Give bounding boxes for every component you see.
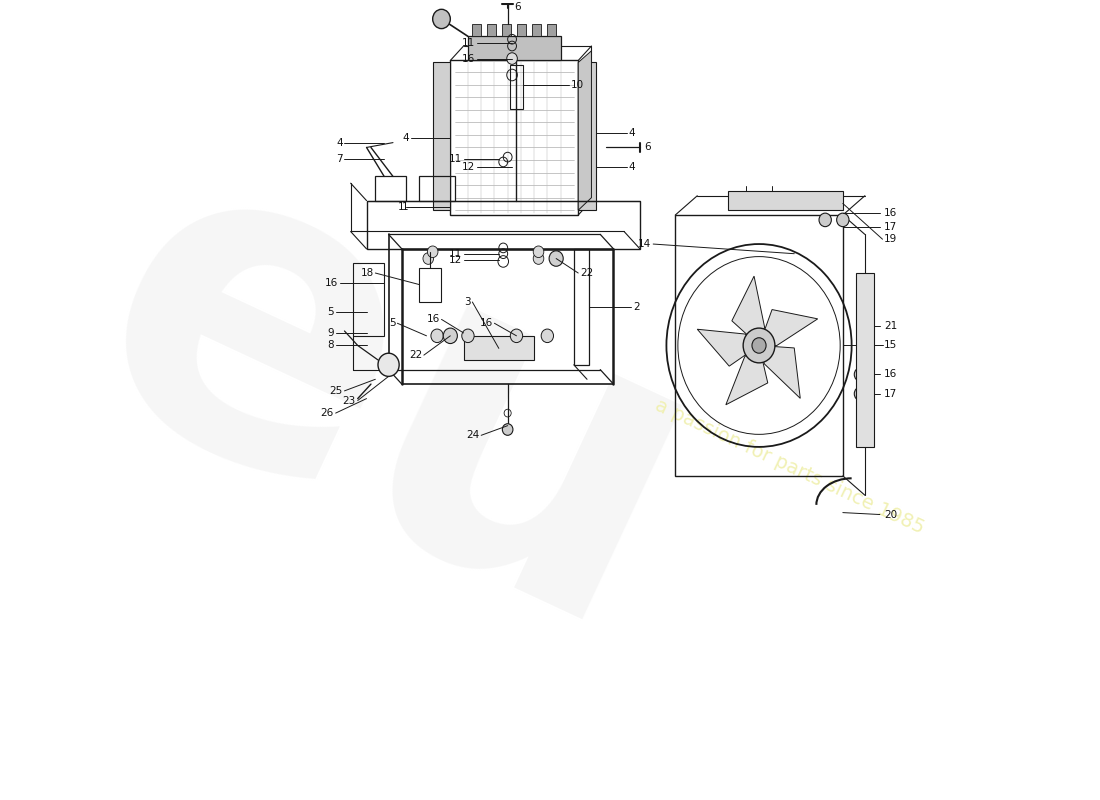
Text: 16: 16 [324,278,339,288]
Text: 6: 6 [515,2,521,12]
Circle shape [837,213,849,226]
Polygon shape [759,310,817,346]
Polygon shape [548,24,557,36]
Text: 8: 8 [328,341,334,350]
Text: 2: 2 [632,302,639,312]
Text: 11: 11 [449,154,462,164]
Polygon shape [517,24,526,36]
Circle shape [549,251,563,266]
Text: 5: 5 [389,318,396,328]
Circle shape [541,329,553,342]
Polygon shape [732,276,764,346]
Text: 10: 10 [571,80,584,90]
Text: 15: 15 [884,341,898,350]
Text: 16: 16 [884,370,898,379]
Text: 4: 4 [337,138,343,148]
Circle shape [428,246,438,258]
Text: 11: 11 [449,249,462,258]
Text: 23: 23 [343,395,356,406]
Circle shape [462,329,474,342]
Text: 26: 26 [320,408,334,418]
Polygon shape [487,24,496,36]
Text: 4: 4 [403,133,409,142]
Polygon shape [697,330,759,366]
Text: 25: 25 [330,386,343,396]
Text: 4: 4 [628,162,635,172]
Polygon shape [432,62,450,210]
Text: 6: 6 [645,142,651,153]
Text: 1: 1 [398,202,405,212]
Circle shape [378,354,399,376]
Circle shape [443,328,458,343]
Text: 16: 16 [884,208,898,218]
Text: 19: 19 [884,234,898,244]
Text: 22: 22 [580,268,593,278]
Polygon shape [579,62,596,210]
Text: 7: 7 [337,154,343,164]
Text: 9: 9 [328,328,334,338]
Text: 1: 1 [403,202,409,212]
Circle shape [431,329,443,342]
Text: 3: 3 [464,297,471,307]
Text: 18: 18 [361,268,374,278]
Text: a passion for parts since 1985: a passion for parts since 1985 [652,395,927,537]
Circle shape [534,246,543,258]
Text: 5: 5 [328,306,334,317]
Circle shape [503,424,513,435]
Polygon shape [532,24,541,36]
Text: 17: 17 [884,222,898,232]
Circle shape [507,53,517,64]
Text: 4: 4 [628,128,635,138]
Circle shape [510,329,522,342]
Polygon shape [579,51,592,210]
Text: 11: 11 [462,38,475,48]
Circle shape [744,328,774,363]
Text: 12: 12 [462,162,475,172]
Circle shape [432,10,450,29]
Text: 16: 16 [462,54,475,63]
Text: 14: 14 [638,239,651,249]
Text: 16: 16 [480,318,493,328]
Polygon shape [463,336,535,360]
Circle shape [752,338,766,354]
Circle shape [855,368,867,382]
Text: 16: 16 [427,314,440,324]
Polygon shape [728,191,843,210]
Text: 22: 22 [409,350,422,360]
Text: 12: 12 [449,255,462,266]
Polygon shape [856,273,873,447]
Circle shape [424,253,433,264]
Text: 24: 24 [466,430,480,440]
Circle shape [820,213,832,226]
Text: 20: 20 [884,510,898,519]
Text: 21: 21 [884,321,898,331]
Circle shape [855,387,867,401]
Text: eu: eu [33,93,752,724]
Polygon shape [472,24,481,36]
Polygon shape [468,36,561,61]
Polygon shape [503,24,512,36]
Circle shape [534,253,543,264]
Text: 17: 17 [884,389,898,398]
Polygon shape [759,346,801,398]
Polygon shape [726,346,768,405]
